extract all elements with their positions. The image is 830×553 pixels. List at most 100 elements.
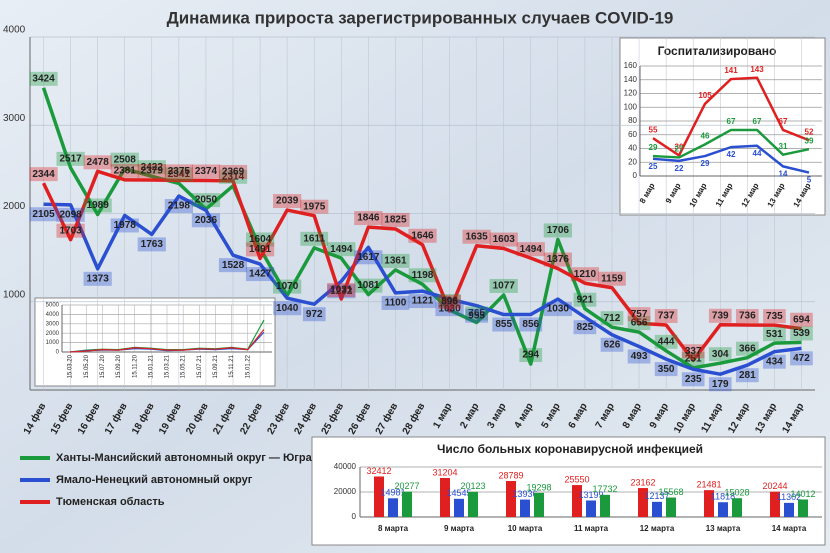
bar bbox=[520, 499, 530, 517]
bar bbox=[388, 498, 398, 517]
data-label-box bbox=[438, 294, 461, 309]
data-label: 1031 bbox=[330, 285, 353, 296]
data-label-box bbox=[763, 309, 786, 324]
data-label: 1635 bbox=[466, 231, 489, 242]
data-label: 14545 bbox=[446, 488, 471, 498]
data-label: 31 bbox=[779, 142, 788, 151]
y-tick-label: 60 bbox=[628, 130, 637, 139]
data-label: 1376 bbox=[547, 254, 570, 265]
panel-title: Госпитализировано bbox=[658, 44, 777, 58]
data-label-box bbox=[273, 301, 302, 316]
data-label-box bbox=[408, 228, 437, 243]
x-tick-label: 15.11.20 bbox=[132, 354, 138, 378]
data-label-box bbox=[56, 207, 85, 222]
data-label: 1030 bbox=[438, 304, 461, 315]
x-tick-label: 15.05.20 bbox=[84, 354, 90, 378]
data-label-box bbox=[191, 213, 221, 228]
data-label-box bbox=[735, 368, 759, 383]
data-label: 2344 bbox=[32, 169, 55, 180]
y-tick-label: 80 bbox=[628, 116, 637, 125]
data-label: 1494 bbox=[330, 244, 353, 255]
data-label: 350 bbox=[658, 364, 675, 375]
data-label: 13936 bbox=[512, 489, 537, 499]
data-label: 694 bbox=[793, 314, 810, 325]
panel bbox=[34, 297, 276, 387]
x-tick-label: 15.01.22 bbox=[245, 354, 251, 378]
data-label-box bbox=[137, 237, 166, 252]
data-label-box bbox=[273, 279, 302, 294]
data-label-box bbox=[627, 307, 651, 322]
data-label: 493 bbox=[631, 351, 648, 362]
x-tick-label: 15.11.21 bbox=[229, 354, 235, 378]
data-label: 22 bbox=[675, 164, 684, 173]
data-label: 444 bbox=[658, 336, 675, 347]
panel bbox=[619, 37, 826, 216]
data-label: 15028 bbox=[724, 488, 749, 498]
data-label-box bbox=[708, 347, 732, 362]
series-line bbox=[652, 76, 810, 157]
data-label: 235 bbox=[685, 374, 702, 385]
data-label: 32412 bbox=[366, 466, 391, 476]
data-label-box bbox=[354, 211, 383, 226]
data-label-box bbox=[708, 308, 732, 323]
data-label-box bbox=[164, 167, 194, 182]
bar bbox=[652, 501, 662, 517]
data-label-box bbox=[627, 349, 651, 364]
x-tick-label: 15.07.20 bbox=[100, 354, 106, 378]
data-label: 366 bbox=[739, 343, 756, 354]
data-label: 1975 bbox=[303, 201, 326, 212]
x-tick-label: 15.03.21 bbox=[165, 354, 171, 378]
data-label-box bbox=[327, 284, 356, 299]
data-label: 15568 bbox=[658, 487, 683, 497]
data-label: 1077 bbox=[493, 281, 516, 292]
data-label: 2422 bbox=[141, 162, 164, 173]
data-label-box bbox=[354, 278, 383, 293]
data-label: 21481 bbox=[696, 480, 721, 490]
data-label: 1373 bbox=[87, 273, 110, 284]
legend-label: Ханты-Мансийский автономный округ — Югра bbox=[56, 452, 313, 464]
data-label: 1100 bbox=[385, 298, 407, 309]
data-label: 30 bbox=[675, 142, 684, 151]
data-label: 294 bbox=[522, 350, 539, 361]
data-label: 42 bbox=[727, 150, 736, 159]
data-label: 1210 bbox=[574, 269, 597, 280]
data-label: 14981 bbox=[380, 488, 405, 498]
data-label-box bbox=[519, 317, 543, 332]
data-label: 1494 bbox=[520, 244, 543, 255]
data-label: 955 bbox=[468, 310, 485, 321]
data-label-box bbox=[708, 377, 732, 392]
y-tick-label: 2000 bbox=[46, 331, 60, 337]
data-label-box bbox=[492, 317, 516, 332]
data-label: 472 bbox=[793, 353, 810, 364]
y-tick-label: 1000 bbox=[46, 340, 60, 346]
x-tick-label: 14 марта bbox=[772, 524, 807, 533]
data-label: 20123 bbox=[460, 481, 485, 491]
data-label-box bbox=[29, 207, 58, 222]
data-label-box bbox=[164, 164, 194, 179]
x-tick-label: 15.05.21 bbox=[181, 354, 187, 378]
data-label: 2375 bbox=[168, 166, 191, 177]
data-label: 1528 bbox=[222, 260, 245, 271]
data-label-box bbox=[245, 242, 275, 257]
data-label: 67 bbox=[779, 117, 788, 126]
bar bbox=[798, 499, 808, 517]
data-label-box bbox=[681, 351, 705, 366]
y-tick-label: 140 bbox=[624, 75, 638, 84]
data-label: 712 bbox=[604, 313, 621, 324]
data-label-box bbox=[300, 231, 329, 246]
y-tick-label: 0 bbox=[352, 512, 357, 521]
data-label-box bbox=[110, 218, 139, 233]
data-label: 1611 bbox=[303, 233, 325, 244]
data-label-box bbox=[465, 308, 488, 323]
y-tick-label: 2000 bbox=[3, 201, 26, 212]
data-label: 29 bbox=[701, 159, 710, 168]
data-label: 972 bbox=[306, 309, 323, 320]
data-label-box bbox=[381, 295, 410, 310]
data-label-box bbox=[327, 283, 356, 298]
data-label-box bbox=[137, 160, 166, 175]
y-tick-label: 0 bbox=[633, 171, 638, 180]
x-tick-label: 11 марта bbox=[574, 524, 609, 533]
bar bbox=[506, 481, 516, 517]
data-label-box bbox=[435, 302, 464, 317]
data-label: 2098 bbox=[59, 209, 82, 220]
